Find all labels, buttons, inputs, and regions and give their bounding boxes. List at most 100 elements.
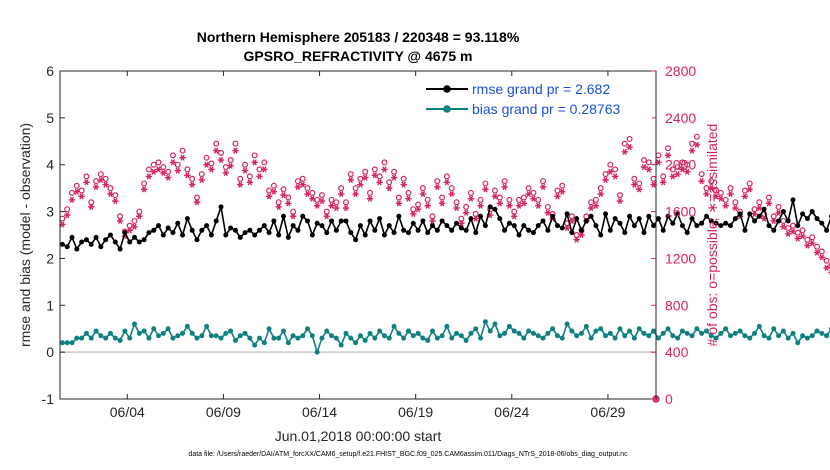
rmse-point	[405, 230, 411, 236]
rmse-point	[790, 197, 796, 203]
possible-point	[765, 194, 772, 201]
assimilated-stroke	[310, 195, 315, 202]
possible-point	[799, 227, 806, 234]
assimilated-stroke	[713, 193, 719, 200]
bias-point	[247, 335, 253, 341]
assimilated-stroke	[776, 209, 781, 216]
possible-point	[592, 196, 599, 203]
bias-point	[506, 323, 512, 329]
rmse-point	[228, 225, 234, 231]
assimilated-point	[352, 190, 359, 198]
rmse-point	[165, 225, 171, 231]
bias-point	[569, 328, 575, 334]
assimilated-stroke	[675, 170, 680, 178]
x-tick-label: 06/24	[494, 404, 529, 420]
possible-point	[458, 215, 465, 222]
possible-point	[770, 213, 777, 220]
assimilated-stroke	[790, 228, 796, 235]
rmse-point	[458, 225, 464, 231]
possible-point	[309, 189, 316, 196]
assimilated-stroke	[463, 209, 469, 216]
rmse-point	[583, 218, 589, 224]
possible-point	[732, 199, 739, 206]
possible-point	[290, 208, 297, 215]
bias-series	[59, 319, 830, 355]
rmse-point	[362, 232, 368, 238]
y-left-tick-label: 0	[46, 344, 54, 360]
assimilated-stroke	[137, 213, 142, 220]
possible-point	[102, 175, 109, 182]
bias-point	[699, 330, 705, 336]
bias-point	[689, 333, 695, 339]
bias-point	[521, 335, 527, 341]
rmse-point	[670, 220, 676, 226]
bias-point	[74, 335, 80, 341]
possible-point	[640, 157, 647, 164]
assimilated-stroke	[363, 174, 368, 181]
bias-point	[415, 330, 421, 336]
rmse-point	[434, 227, 440, 233]
rmse-point	[804, 216, 810, 222]
assimilated-point	[429, 217, 436, 225]
assimilated-point	[342, 204, 350, 212]
assimilated-point	[155, 166, 162, 173]
assimilated-point	[131, 223, 138, 230]
possible-point	[679, 159, 686, 166]
bias-point	[473, 326, 479, 332]
bias-point	[386, 335, 392, 341]
possible-point	[482, 180, 489, 187]
rmse-point	[795, 223, 801, 229]
bias-point	[482, 319, 488, 325]
possible-point	[97, 171, 104, 178]
rmse-point	[554, 223, 560, 229]
assimilated-point	[309, 195, 316, 202]
assimilated-stroke	[636, 186, 642, 193]
possible-point	[674, 164, 681, 171]
rmse-point	[242, 230, 248, 236]
bias-point	[780, 328, 786, 334]
rmse-point	[468, 216, 474, 222]
y-left-tick-label: 6	[46, 63, 54, 79]
assimilated-stroke	[824, 264, 829, 271]
assimilated-stroke	[752, 210, 757, 218]
assimilated-point	[602, 176, 609, 184]
y-left-tick-label: 3	[46, 204, 54, 220]
assimilated-stroke	[656, 159, 661, 166]
bias-point	[228, 328, 234, 334]
bias-point	[107, 330, 113, 336]
assimilated-stroke	[391, 174, 397, 181]
possible-point	[722, 196, 729, 203]
rmse-point	[136, 239, 142, 245]
rmse-point	[699, 220, 705, 226]
rmse-point	[747, 211, 753, 217]
assimilated-stroke	[401, 181, 406, 188]
rmse-point	[651, 223, 657, 229]
assimilated-point	[597, 190, 604, 198]
bias-point	[343, 330, 349, 336]
assimilated-stroke	[300, 181, 305, 188]
bias-point	[530, 330, 536, 336]
bias-point	[430, 328, 435, 334]
x-tick-label: 06/04	[110, 404, 145, 420]
bias-point	[540, 335, 546, 341]
bias-point	[405, 328, 411, 334]
possible-point	[386, 179, 393, 186]
possible-point	[828, 262, 830, 269]
assimilated-stroke	[257, 173, 262, 180]
rmse-point	[569, 230, 575, 236]
assimilated-stroke	[151, 168, 156, 175]
possible-point	[439, 194, 446, 201]
possible-point	[511, 208, 518, 215]
possible-point	[708, 178, 715, 185]
rmse-series	[59, 197, 830, 252]
possible-point	[285, 194, 292, 201]
rmse-point	[535, 223, 541, 229]
assimilated-point	[376, 179, 383, 186]
assimilated-stroke	[709, 185, 714, 192]
assimilated-point	[280, 192, 287, 199]
rmse-point	[386, 223, 392, 229]
rmse-point	[545, 227, 551, 233]
assimilated-point	[640, 163, 648, 171]
possible-point	[367, 189, 374, 196]
rmse-point	[271, 218, 277, 224]
